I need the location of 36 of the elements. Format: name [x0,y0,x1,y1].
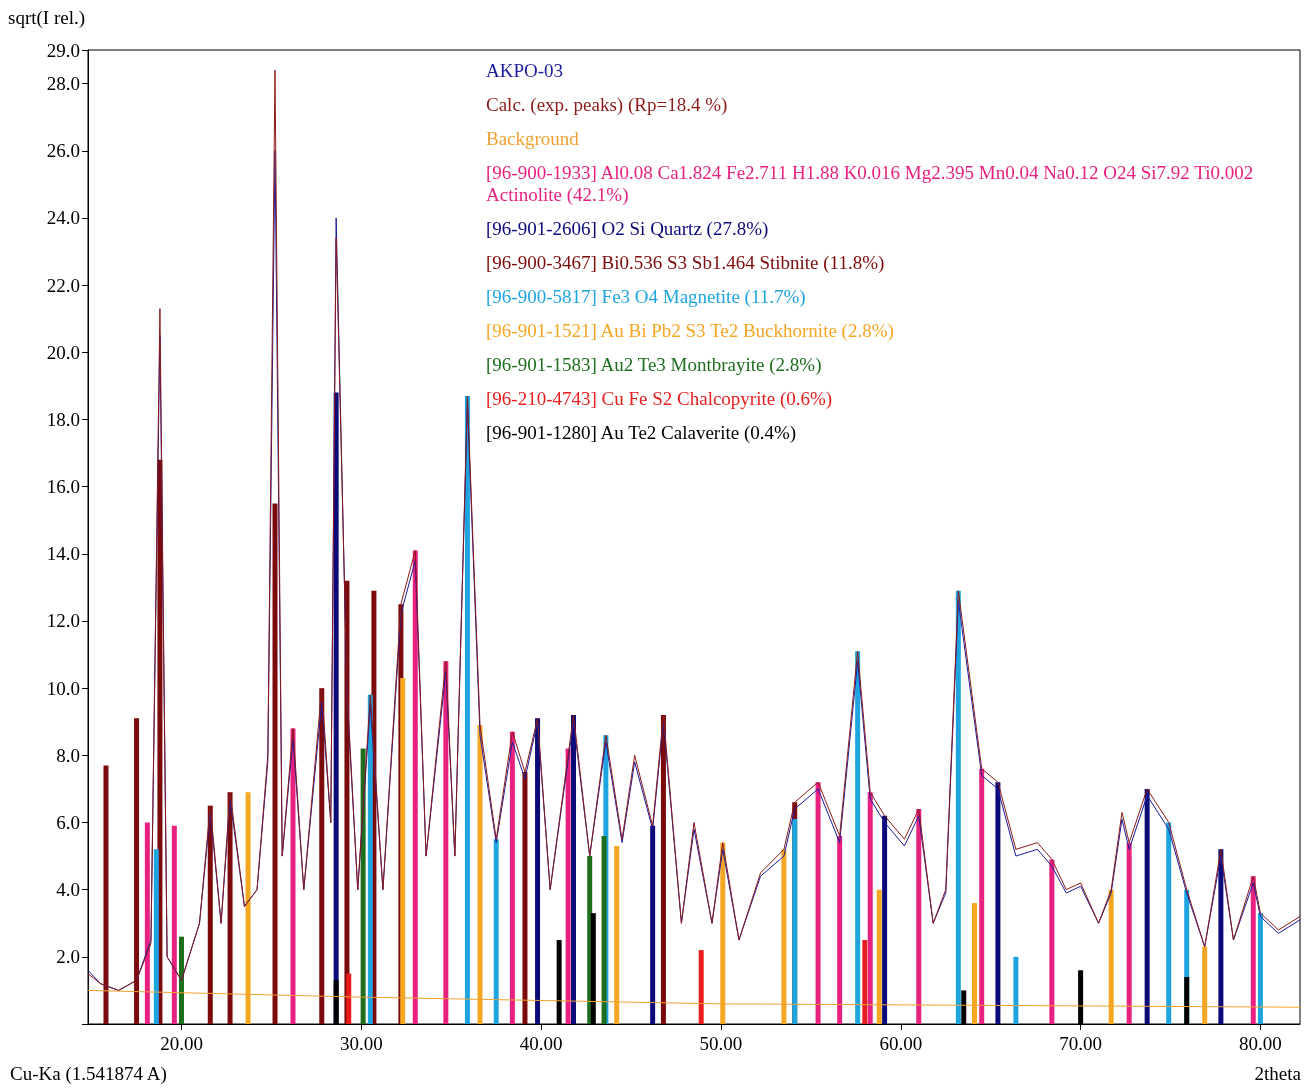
x-tick-label: 30.00 [339,1033,383,1054]
x-tick-label: 60.00 [879,1033,923,1054]
y-tick-label: 20.0 [46,341,80,363]
y-tick-label: 10.0 [46,677,80,699]
y-tick-label: 12.0 [46,610,80,632]
text: [96-210-4743] Cu Fe S2 Chalcopyrite (0.6%) [486,387,833,410]
x-tick-label: 70.00 [1059,1033,1102,1054]
text: [96-901-1521] Au Bi Pb2 S3 Te2 Buckhornite (2.8%) [486,319,894,342]
y-tick-label: 8.0 [56,744,80,766]
x-tick-label: 50.00 [699,1033,743,1054]
text: [96-901-2606] O2 Si Quartz (27.8%) [486,217,769,240]
text: Calc. (exp. peaks) (Rp=18.4 %) [486,93,728,116]
text: Cu-Ka (1.541874 A) [10,1063,167,1085]
y-tick-label: 26.0 [46,140,80,162]
y-tick-label: 14.0 [46,543,80,565]
text: Background [486,127,580,149]
text: [96-900-1933] Al0.08 Ca1.824 Fe2.711 H1.88 K0.016 Mg2.395 Mn0.04 Na0.12 O24 Si7.92 Ti0.002 Actinolite (42.1%) [486,161,1258,206]
y-axis-title: sqrt(I rel.) [8,7,86,29]
text: [96-900-3467] Bi0.536 S3 Sb1.464 Stibnite (11.8%) [486,251,885,274]
y-tick-label: 16.0 [46,476,80,498]
x-tick-label: 40.00 [519,1033,563,1054]
text: AKPO-03 [486,59,564,81]
text: [96-900-5817] Fe3 O4 Magnetite (11.7%) [486,285,806,308]
y-tick-label: 28.0 [46,73,80,95]
y-tick-label: 24.0 [46,207,80,229]
text: [96-901-1280] Au Te2 Calaverite (0.4%) [486,421,797,444]
text: [96-901-1583] Au2 Te3 Montbrayite (2.8%) [486,353,822,376]
x-tick-label: 80.00 [1239,1033,1282,1054]
y-tick-label: 4.0 [56,879,80,901]
x-axis-title: 2theta [1254,1063,1302,1084]
x-tick-label: 20.00 [160,1033,203,1054]
y-tick-label: 18.0 [46,408,80,430]
y-tick-label: 2.0 [56,946,80,968]
y-tick-label: 29.0 [46,39,80,61]
y-tick-label: 22.0 [46,274,80,296]
y-tick-label: 6.0 [56,811,80,833]
